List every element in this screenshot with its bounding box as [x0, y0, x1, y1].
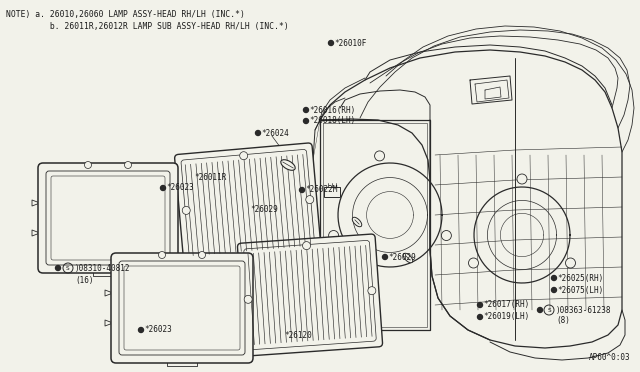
Text: *26025(RH): *26025(RH): [557, 273, 604, 282]
Bar: [324, 187, 340, 197]
Circle shape: [477, 314, 483, 320]
Circle shape: [125, 161, 131, 169]
Circle shape: [182, 206, 190, 214]
Circle shape: [255, 131, 260, 135]
Text: *26017(RH): *26017(RH): [483, 301, 529, 310]
Text: AP60^0:03: AP60^0:03: [588, 353, 630, 362]
Circle shape: [374, 151, 385, 161]
Circle shape: [138, 327, 143, 333]
FancyBboxPatch shape: [244, 240, 376, 350]
Circle shape: [303, 242, 310, 250]
Circle shape: [368, 287, 376, 295]
Text: )08310-40812: )08310-40812: [75, 263, 131, 273]
Circle shape: [84, 161, 92, 169]
Text: S: S: [547, 308, 551, 312]
Circle shape: [566, 258, 575, 268]
Circle shape: [517, 174, 527, 184]
Text: b. 26011R,26012R LAMP SUB ASSY-HEAD RH/LH (INC.*): b. 26011R,26012R LAMP SUB ASSY-HEAD RH/L…: [6, 22, 289, 31]
Text: (8): (8): [556, 317, 570, 326]
Circle shape: [328, 231, 339, 241]
Circle shape: [383, 254, 387, 260]
Circle shape: [159, 251, 166, 259]
Text: *26019(LH): *26019(LH): [483, 312, 529, 321]
Circle shape: [538, 308, 543, 312]
Circle shape: [198, 251, 205, 259]
Circle shape: [244, 295, 252, 303]
Circle shape: [303, 108, 308, 112]
Text: *26029: *26029: [388, 253, 416, 262]
Text: *26120: *26120: [284, 330, 312, 340]
Circle shape: [303, 119, 308, 124]
Text: *26010F: *26010F: [334, 38, 366, 48]
Text: *26023: *26023: [166, 183, 194, 192]
Circle shape: [240, 152, 248, 160]
Circle shape: [477, 302, 483, 308]
Text: *26022M: *26022M: [305, 186, 337, 195]
Text: *26011R: *26011R: [194, 173, 227, 183]
Circle shape: [552, 276, 557, 280]
Text: *26024: *26024: [261, 128, 289, 138]
Circle shape: [468, 258, 479, 268]
Ellipse shape: [352, 217, 362, 227]
Text: *26016(RH): *26016(RH): [309, 106, 355, 115]
Ellipse shape: [281, 160, 295, 170]
Circle shape: [306, 196, 314, 203]
Text: *26018(LH): *26018(LH): [309, 116, 355, 125]
Text: NOTE) a. 26010,26060 LAMP ASSY-HEAD RH/LH (INC.*): NOTE) a. 26010,26060 LAMP ASSY-HEAD RH/L…: [6, 10, 245, 19]
FancyBboxPatch shape: [111, 253, 253, 363]
Text: *26029: *26029: [250, 205, 278, 215]
FancyBboxPatch shape: [237, 234, 383, 356]
Circle shape: [328, 41, 333, 45]
Text: *26023: *26023: [144, 326, 172, 334]
Circle shape: [161, 186, 166, 190]
FancyBboxPatch shape: [181, 150, 315, 260]
Circle shape: [442, 231, 451, 241]
FancyBboxPatch shape: [175, 143, 321, 267]
Ellipse shape: [403, 253, 413, 263]
Circle shape: [300, 187, 305, 192]
FancyBboxPatch shape: [38, 163, 178, 273]
Circle shape: [552, 288, 557, 292]
Text: *26075(LH): *26075(LH): [557, 285, 604, 295]
Text: (16): (16): [75, 276, 93, 285]
Circle shape: [56, 266, 61, 270]
Text: S: S: [66, 266, 70, 270]
Text: )08363-61238: )08363-61238: [556, 305, 611, 314]
